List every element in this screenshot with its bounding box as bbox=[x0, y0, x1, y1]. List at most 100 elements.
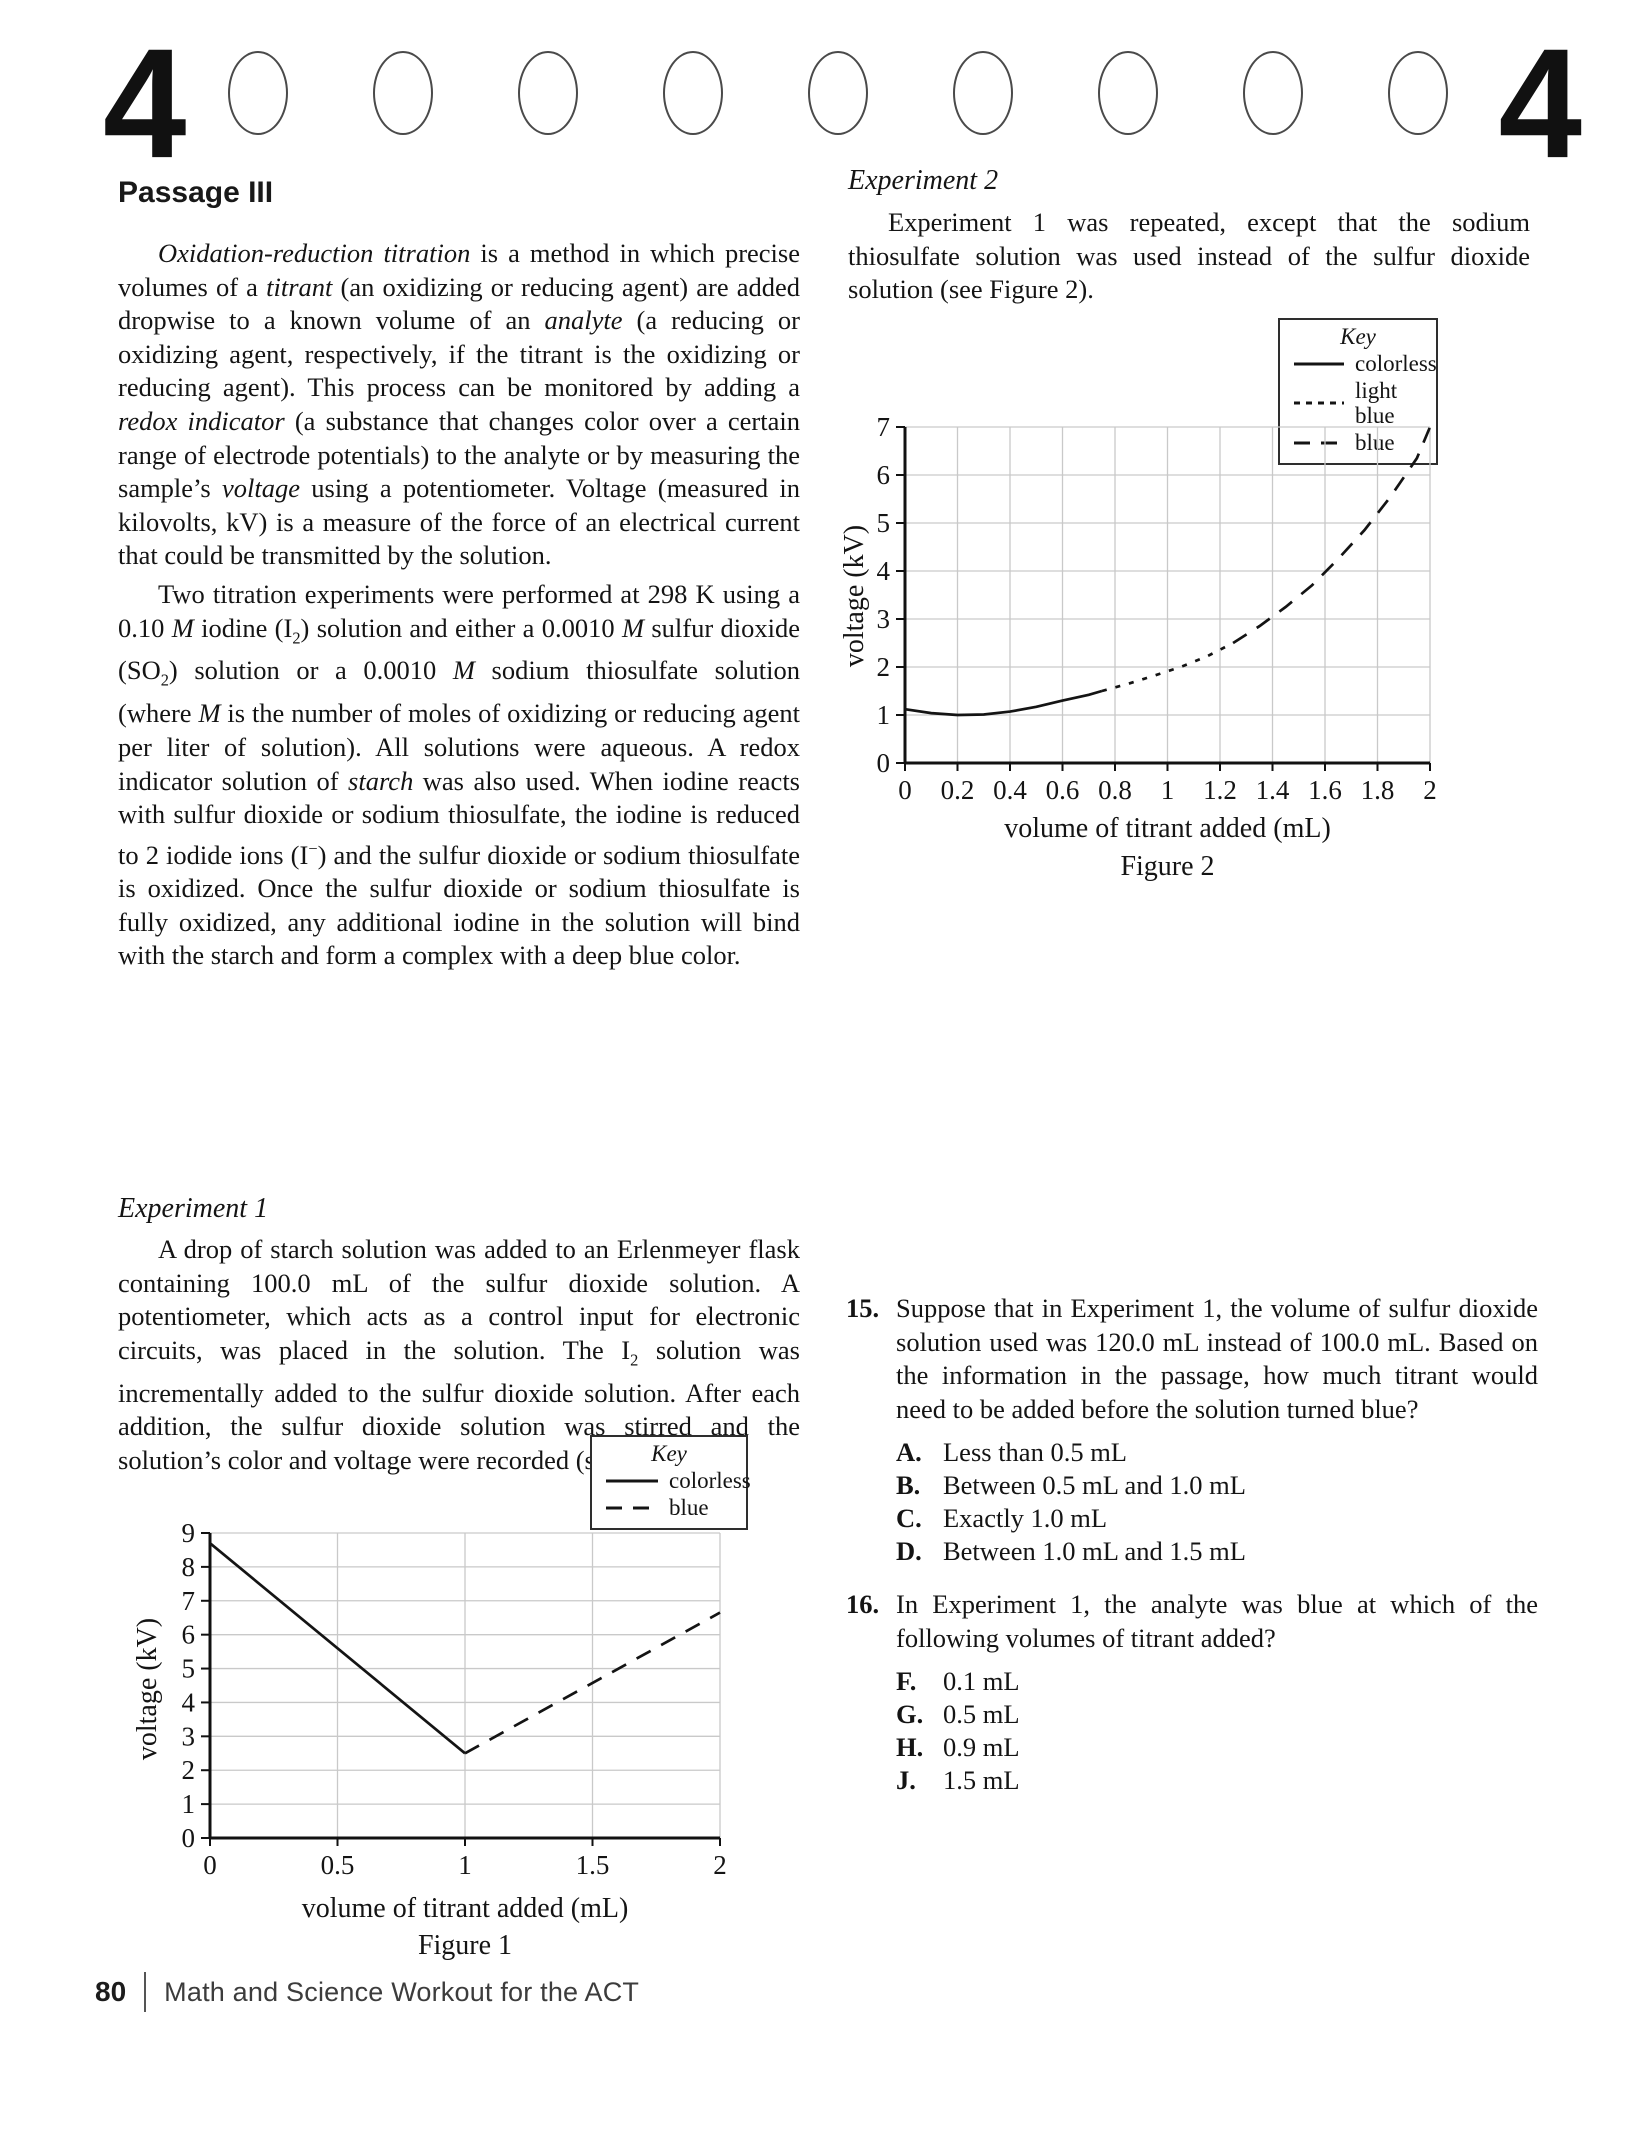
option-text: Exactly 1.0 mL bbox=[943, 1502, 1108, 1533]
question-16: 16. In Experiment 1, the analyte was blu… bbox=[846, 1588, 1538, 1796]
svg-text:0: 0 bbox=[182, 1823, 196, 1853]
key-entry: blue bbox=[1280, 429, 1436, 456]
svg-text:0: 0 bbox=[877, 748, 891, 778]
solid-line-sample-icon bbox=[606, 1479, 658, 1482]
option-row: A. Less than 0.5 mL bbox=[896, 1436, 1538, 1469]
answer-bubble bbox=[1243, 51, 1303, 135]
figure-1-x-axis-label: volume of titrant added (mL) bbox=[301, 1893, 629, 1924]
svg-text:1.4: 1.4 bbox=[1256, 775, 1290, 805]
dashed-line-sample-icon bbox=[606, 1506, 658, 1509]
option-text: 0.5 mL bbox=[943, 1698, 1020, 1729]
option-text: 0.9 mL bbox=[943, 1731, 1020, 1762]
figure-2: Key colorless light blue blue 0 0.2 0.4 0.6… bbox=[830, 300, 1490, 890]
experiment-2-paragraph: Experiment 1 was repeated, except that t… bbox=[848, 207, 1530, 305]
svg-text:0.8: 0.8 bbox=[1098, 775, 1132, 805]
dashed-line-sample-icon bbox=[1294, 441, 1344, 444]
experiment-1-heading: Experiment 1 bbox=[118, 1193, 269, 1224]
options-list: F. 0.1 mL G. 0.5 mL H. 0.9 mL J. 1.5 mL bbox=[896, 1665, 1538, 1796]
svg-text:0.2: 0.2 bbox=[941, 775, 975, 805]
solid-line-sample-icon bbox=[1294, 362, 1344, 365]
svg-text:2: 2 bbox=[877, 652, 891, 682]
svg-text:2: 2 bbox=[713, 1850, 727, 1880]
figure-1: Key colorless blue 0 0.5 1 1.5 2 0 1 2 3 4 5 6 7 8 9 v… bbox=[100, 1425, 760, 1985]
key-entry: blue bbox=[592, 1494, 746, 1521]
svg-text:5: 5 bbox=[877, 508, 891, 538]
passage-paragraph-2: Two titration experiments were performed… bbox=[118, 579, 801, 971]
key-entry-label: colorless bbox=[1355, 351, 1437, 376]
svg-text:2: 2 bbox=[182, 1755, 196, 1785]
experiment-1-paragraph: A drop of starch solution was added to a… bbox=[118, 1234, 800, 1475]
answer-bubble bbox=[953, 51, 1013, 135]
svg-text:1: 1 bbox=[458, 1850, 472, 1880]
option-letter: D. bbox=[896, 1535, 922, 1566]
answer-bubble bbox=[228, 51, 288, 135]
question-text: In Experiment 1, the analyte was blue at… bbox=[896, 1589, 1538, 1653]
svg-text:1.2: 1.2 bbox=[1203, 775, 1237, 805]
svg-text:6: 6 bbox=[182, 1620, 196, 1650]
figure-2-key-title: Key bbox=[1340, 324, 1376, 349]
svg-text:1: 1 bbox=[1161, 775, 1175, 805]
option-letter: B. bbox=[896, 1470, 921, 1501]
option-text: 0.1 mL bbox=[943, 1666, 1020, 1697]
option-row: G. 0.5 mL bbox=[896, 1698, 1538, 1731]
svg-text:7: 7 bbox=[877, 412, 891, 442]
option-row: C. Exactly 1.0 mL bbox=[896, 1502, 1538, 1535]
options-list: A. Less than 0.5 mL B. Between 0.5 mL an… bbox=[896, 1436, 1538, 1567]
passage-paragraph-1: Oxidation-reduction titration is a metho… bbox=[118, 238, 801, 571]
svg-text:0.6: 0.6 bbox=[1046, 775, 1080, 805]
key-entry-label: light blue bbox=[1355, 378, 1398, 428]
option-text: 1.5 mL bbox=[943, 1764, 1020, 1795]
figure-1-caption: Figure 1 bbox=[417, 1930, 513, 1961]
svg-text:1: 1 bbox=[877, 700, 891, 730]
option-text: Less than 0.5 mL bbox=[943, 1437, 1127, 1468]
option-letter: F. bbox=[896, 1666, 917, 1697]
svg-text:0: 0 bbox=[203, 1850, 217, 1880]
svg-text:1.5: 1.5 bbox=[576, 1850, 610, 1880]
svg-text:1: 1 bbox=[182, 1789, 196, 1819]
figure-2-chart: 0 0.2 0.4 0.6 0.8 1 1.2 1.4 1.6 1.8 2 0 1 2 3 4 5 6 7 bbox=[877, 412, 1437, 805]
option-row: H. 0.9 mL bbox=[896, 1731, 1538, 1764]
svg-text:8: 8 bbox=[182, 1552, 196, 1582]
question-number: 15. bbox=[846, 1293, 880, 1323]
svg-text:7: 7 bbox=[182, 1586, 196, 1616]
dotted-line-sample-icon bbox=[1294, 401, 1344, 405]
experiment-2-heading: Experiment 2 bbox=[848, 165, 999, 196]
figure-2-key: Key colorless light blue blue bbox=[1278, 318, 1438, 465]
key-entry-label: blue bbox=[669, 1495, 709, 1520]
key-entry: light blue bbox=[1280, 377, 1436, 429]
option-row: B. Between 0.5 mL and 1.0 mL bbox=[896, 1469, 1538, 1502]
option-row: J. 1.5 mL bbox=[896, 1764, 1538, 1797]
key-entry-label: blue bbox=[1355, 430, 1395, 455]
answer-bubble bbox=[1098, 51, 1158, 135]
svg-text:2: 2 bbox=[1423, 775, 1437, 805]
key-entry-label: colorless bbox=[669, 1468, 751, 1493]
answer-bubble bbox=[808, 51, 868, 135]
key-entry: colorless bbox=[1280, 350, 1437, 377]
footer-page-number: 80 bbox=[95, 1976, 127, 2007]
question-15: 15. Suppose that in Experiment 1, the vo… bbox=[846, 1292, 1538, 1568]
footer: 80 Math and Science Workout for the ACT bbox=[95, 1972, 639, 2012]
svg-text:1.6: 1.6 bbox=[1308, 775, 1342, 805]
page-number-right: 4 bbox=[1498, 15, 1582, 191]
figure-1-key: Key colorless blue bbox=[590, 1435, 751, 1530]
page-number-left: 4 bbox=[103, 15, 187, 191]
footer-book-title: Math and Science Workout for the ACT bbox=[164, 1976, 640, 2007]
figure-1-chart: 0 0.5 1 1.5 2 0 1 2 3 45 6 7 8 9 bbox=[182, 1518, 727, 1880]
question-number: 16. bbox=[846, 1589, 880, 1619]
key-entry: colorless bbox=[592, 1467, 751, 1494]
svg-text:9: 9 bbox=[182, 1518, 196, 1548]
figure-1-key-title: Key bbox=[651, 1441, 687, 1466]
svg-text:3: 3 bbox=[877, 604, 891, 634]
option-letter: G. bbox=[896, 1698, 924, 1729]
answer-bubble bbox=[1388, 51, 1448, 135]
svg-text:0.4: 0.4 bbox=[993, 775, 1027, 805]
option-letter: H. bbox=[896, 1731, 924, 1762]
answer-bubble bbox=[518, 51, 578, 135]
figure-1-y-axis-label: voltage (kV) bbox=[132, 1617, 163, 1761]
option-letter: J. bbox=[896, 1764, 916, 1795]
svg-text:3: 3 bbox=[182, 1721, 196, 1751]
svg-text:6: 6 bbox=[877, 460, 891, 490]
svg-text:4: 4 bbox=[182, 1687, 196, 1717]
svg-text:0: 0 bbox=[898, 775, 912, 805]
option-text: Between 0.5 mL and 1.0 mL bbox=[943, 1470, 1246, 1501]
